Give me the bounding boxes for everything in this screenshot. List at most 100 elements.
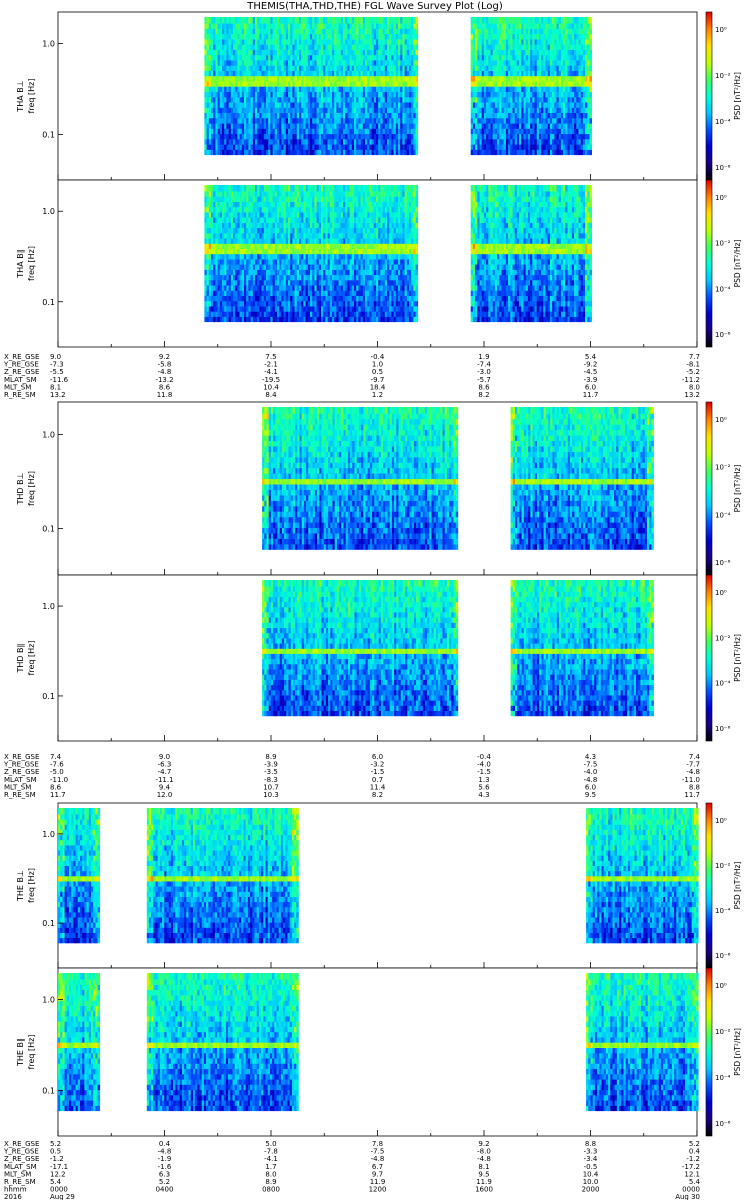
spectrogram-cell — [372, 29, 375, 35]
spectrogram-cell — [380, 60, 383, 66]
spectrogram-cell — [413, 29, 416, 35]
spectrogram-cell — [336, 50, 339, 56]
spectrogram-cell — [224, 55, 227, 61]
spectrogram-cell — [275, 113, 278, 119]
spectrogram-cell — [310, 76, 313, 82]
spectrogram-cell — [226, 197, 229, 203]
spectrogram-cell — [279, 264, 282, 270]
spectrogram-cell — [242, 97, 245, 103]
spectrogram-cell — [411, 129, 414, 135]
spectrogram-cell — [587, 134, 590, 140]
spectrogram-cell — [253, 191, 256, 197]
spectrogram-cell — [246, 76, 249, 82]
spectrogram-cell — [552, 97, 555, 103]
spectrogram-cell — [231, 29, 234, 35]
spectrogram-cell — [211, 50, 214, 56]
spectrogram-cell — [413, 60, 416, 66]
spectrogram-cell — [339, 34, 342, 40]
spectrogram-cell — [574, 107, 577, 113]
spectrogram-cell — [231, 217, 234, 223]
spectrogram-cell — [475, 81, 478, 87]
spectrogram-cell — [513, 39, 516, 45]
spectrogram-cell — [284, 60, 287, 66]
spectrogram-cell — [240, 238, 243, 244]
spectrogram-cell — [268, 191, 271, 197]
spectrogram-cell — [581, 107, 584, 113]
spectrogram-cell — [226, 202, 229, 208]
spectrogram-cell — [279, 217, 282, 223]
spectrogram-cell — [220, 228, 223, 234]
spectrogram-cell — [484, 150, 487, 156]
spectrogram-cell — [244, 65, 247, 71]
spectrogram-cell — [288, 129, 291, 135]
spectrogram-cell — [226, 129, 229, 135]
spectrogram-cell — [565, 139, 568, 145]
spectrogram-cell — [284, 34, 287, 40]
spectrogram-cell — [383, 97, 386, 103]
spectrogram-cell — [473, 144, 476, 150]
spectrogram-cell — [207, 129, 210, 135]
spectrogram-cell — [405, 97, 408, 103]
spectrogram-cell — [244, 34, 247, 40]
spectrogram-cell — [526, 92, 529, 98]
spectrogram-cell — [561, 55, 564, 61]
spectrogram-cell — [204, 317, 207, 323]
spectrogram-cell — [242, 113, 245, 119]
spectrogram-cell — [330, 144, 333, 150]
spectrogram-cell — [268, 39, 271, 45]
spectrogram-cell — [264, 197, 267, 203]
spectrogram-cell — [268, 102, 271, 108]
spectrogram-cell — [376, 144, 379, 150]
spectrogram-cell — [530, 44, 533, 50]
spectrogram-cell — [347, 102, 350, 108]
spectrogram-cell — [574, 144, 577, 150]
spectrogram-cell — [343, 144, 346, 150]
spectrogram-cell — [306, 123, 309, 129]
spectrogram-cell — [306, 107, 309, 113]
spectrogram-cell — [229, 97, 232, 103]
spectrogram-cell — [552, 123, 555, 129]
spectrogram-cell — [224, 134, 227, 140]
spectrogram-cell — [380, 97, 383, 103]
spectrogram-cell — [314, 65, 317, 71]
spectrogram-cell — [229, 107, 232, 113]
spectrogram-cell — [209, 50, 212, 56]
spectrogram-cell — [270, 191, 273, 197]
spectrogram-cell — [292, 118, 295, 124]
spectrogram-cell — [526, 23, 529, 29]
spectrogram-cell — [277, 107, 280, 113]
spectrogram-cell — [341, 39, 344, 45]
spectrogram-cell — [325, 17, 328, 24]
spectrogram-cell — [574, 118, 577, 124]
spectrogram-cell — [389, 39, 392, 45]
spectrogram-cell — [257, 39, 260, 45]
spectrogram-cell — [242, 244, 245, 250]
spectrogram-cell — [365, 44, 368, 50]
spectrogram-cell — [240, 301, 243, 307]
spectrogram-cell — [369, 65, 372, 71]
spectrogram-cell — [255, 17, 258, 24]
spectrogram-cell — [559, 144, 562, 150]
spectrogram-cell — [218, 202, 221, 208]
spectrogram-cell — [204, 202, 207, 208]
spectrogram-cell — [209, 17, 212, 24]
spectrogram-cell — [561, 144, 564, 150]
spectrogram-cell — [273, 150, 276, 156]
spectrogram-cell — [319, 86, 322, 92]
spectrogram-cell — [288, 223, 291, 229]
spectrogram-cell — [372, 86, 375, 92]
spectrogram-cell — [581, 113, 584, 119]
spectrogram-cell — [354, 17, 357, 24]
spectrogram-cell — [339, 39, 342, 45]
spectrogram-cell — [352, 118, 355, 124]
spectrogram-cell — [244, 97, 247, 103]
spectrogram-cell — [229, 228, 232, 234]
spectrogram-cell — [222, 60, 225, 66]
spectrogram-cell — [561, 81, 564, 87]
spectrogram-cell — [209, 280, 212, 286]
spectrogram-cell — [224, 17, 227, 24]
spectrogram-cell — [275, 228, 278, 234]
spectrogram-cell — [559, 86, 562, 92]
spectrogram-cell — [297, 129, 300, 135]
spectrogram-cell — [471, 150, 474, 156]
